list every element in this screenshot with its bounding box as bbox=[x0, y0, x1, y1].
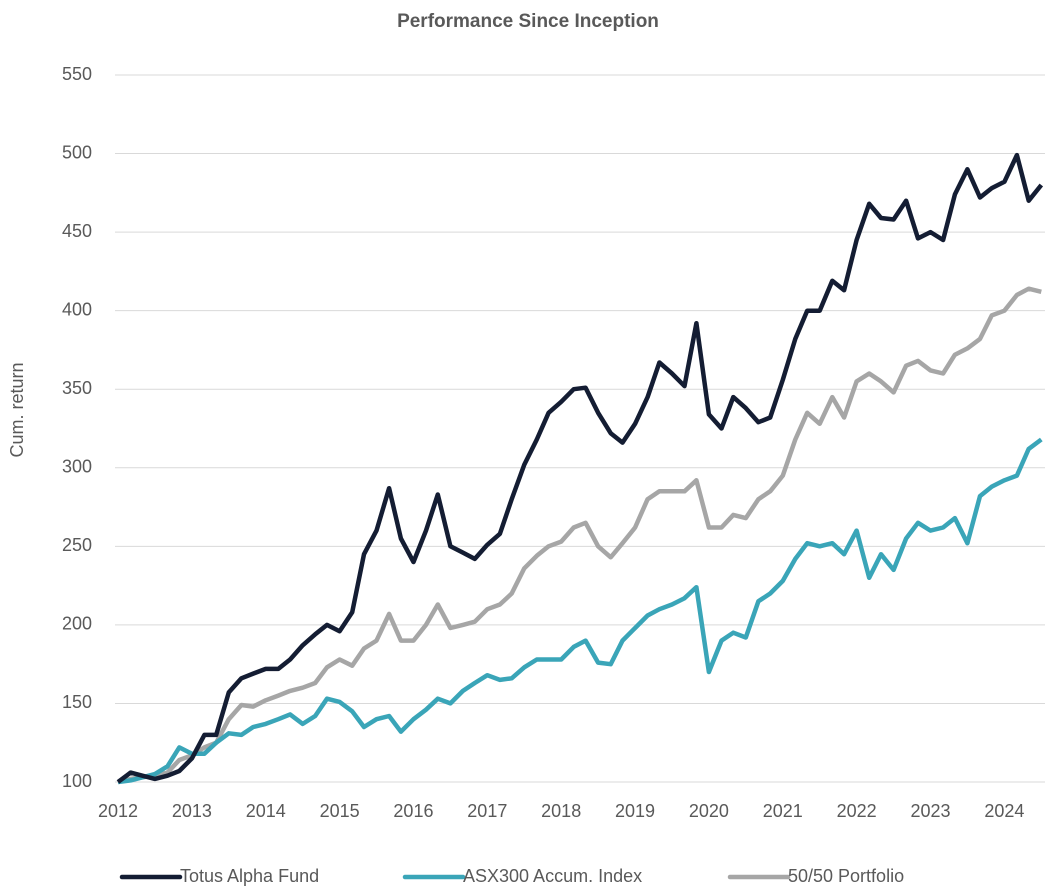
x-tick-label: 2014 bbox=[246, 801, 286, 821]
x-tick-label: 2017 bbox=[467, 801, 507, 821]
y-tick-label: 300 bbox=[62, 457, 92, 477]
y-tick-label: 500 bbox=[62, 142, 92, 162]
y-tick-label: 550 bbox=[62, 64, 92, 84]
y-tick-label: 350 bbox=[62, 378, 92, 398]
line-series bbox=[117, 286, 1042, 785]
y-tick-label: 400 bbox=[62, 299, 92, 319]
y-tick-label: 200 bbox=[62, 614, 92, 634]
x-tick-label: 2015 bbox=[320, 801, 360, 821]
x-tick-label: 2013 bbox=[172, 801, 212, 821]
x-tick-label: 2024 bbox=[984, 801, 1024, 821]
x-tick-label: 2018 bbox=[541, 801, 581, 821]
legend-label: ASX300 Accum. Index bbox=[463, 866, 642, 886]
x-tick-label: 2023 bbox=[910, 801, 950, 821]
y-tick-label: 150 bbox=[62, 692, 92, 712]
x-tick-label: 2012 bbox=[98, 801, 138, 821]
x-tick-label: 2019 bbox=[615, 801, 655, 821]
chart-title: Performance Since Inception bbox=[397, 11, 659, 32]
y-tick-label: 250 bbox=[62, 535, 92, 555]
x-tick-label: 2020 bbox=[689, 801, 729, 821]
legend-label: Totus Alpha Fund bbox=[180, 866, 319, 886]
x-tick-label: 2016 bbox=[393, 801, 433, 821]
x-tick-label: 2022 bbox=[837, 801, 877, 821]
y-axis-label: Cum. return bbox=[7, 362, 27, 457]
x-tick-label: 2021 bbox=[763, 801, 803, 821]
y-tick-label: 100 bbox=[62, 771, 92, 791]
line-series bbox=[116, 152, 1044, 784]
line-series bbox=[117, 437, 1043, 785]
y-tick-label: 450 bbox=[62, 221, 92, 241]
legend-label: 50/50 Portfolio bbox=[788, 866, 904, 886]
